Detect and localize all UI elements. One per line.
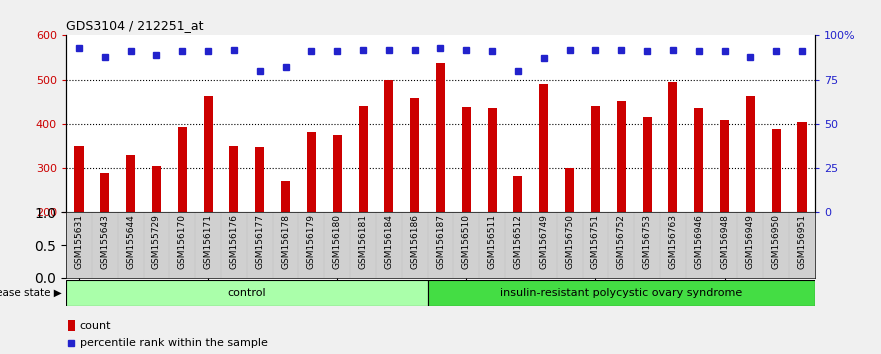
Bar — [307, 132, 316, 212]
Text: percentile rank within the sample: percentile rank within the sample — [79, 338, 268, 348]
Text: GSM156178: GSM156178 — [281, 215, 290, 269]
Bar — [669, 82, 677, 212]
Bar — [229, 146, 239, 212]
Bar — [204, 96, 212, 212]
Text: GSM155644: GSM155644 — [126, 215, 135, 269]
Text: GSM156177: GSM156177 — [255, 215, 264, 269]
Bar — [359, 106, 367, 212]
Text: insulin-resistant polycystic ovary syndrome: insulin-resistant polycystic ovary syndr… — [500, 288, 743, 298]
Bar — [772, 129, 781, 212]
Text: GSM155729: GSM155729 — [152, 215, 161, 269]
Bar — [100, 173, 109, 212]
Bar — [514, 176, 522, 212]
Text: GSM156179: GSM156179 — [307, 215, 316, 269]
Bar — [411, 98, 419, 212]
Text: GSM156949: GSM156949 — [746, 215, 755, 269]
Bar — [565, 168, 574, 212]
Bar — [68, 320, 75, 331]
Text: GSM156186: GSM156186 — [411, 215, 419, 269]
Text: GSM156750: GSM156750 — [565, 215, 574, 269]
Bar — [75, 146, 84, 212]
Text: GSM156763: GSM156763 — [669, 215, 677, 269]
Bar — [746, 96, 755, 212]
Bar — [462, 107, 470, 212]
Text: GSM156512: GSM156512 — [514, 215, 522, 269]
Bar — [642, 117, 652, 212]
Bar — [436, 63, 445, 212]
Text: GSM156176: GSM156176 — [229, 215, 239, 269]
Text: GSM155643: GSM155643 — [100, 215, 109, 269]
Text: GSM155631: GSM155631 — [75, 215, 84, 269]
Text: GSM156184: GSM156184 — [384, 215, 393, 269]
Bar — [333, 135, 342, 212]
Text: GSM156753: GSM156753 — [642, 215, 652, 269]
Bar — [384, 80, 394, 212]
Text: GSM156948: GSM156948 — [720, 215, 729, 269]
Text: GSM156170: GSM156170 — [178, 215, 187, 269]
Text: GSM156187: GSM156187 — [436, 215, 445, 269]
Text: control: control — [227, 288, 266, 298]
Bar — [178, 127, 187, 212]
Bar — [152, 166, 161, 212]
Text: GSM156951: GSM156951 — [797, 215, 806, 269]
Text: GSM156511: GSM156511 — [488, 215, 497, 269]
Bar — [797, 122, 806, 212]
Bar — [694, 108, 703, 212]
Text: GSM156752: GSM156752 — [617, 215, 626, 269]
Bar — [255, 147, 264, 212]
Text: count: count — [79, 321, 111, 331]
Text: disease state ▶: disease state ▶ — [0, 288, 62, 298]
Bar — [66, 280, 427, 306]
Text: GSM156510: GSM156510 — [462, 215, 470, 269]
Text: GSM156181: GSM156181 — [359, 215, 367, 269]
Text: GSM156180: GSM156180 — [333, 215, 342, 269]
Bar — [617, 101, 626, 212]
Text: GSM156950: GSM156950 — [772, 215, 781, 269]
Text: GSM156749: GSM156749 — [539, 215, 548, 269]
Bar — [720, 120, 729, 212]
Text: GSM156946: GSM156946 — [694, 215, 703, 269]
Text: GSM156751: GSM156751 — [591, 215, 600, 269]
Bar — [126, 155, 135, 212]
Text: GSM156171: GSM156171 — [204, 215, 212, 269]
Bar — [427, 280, 815, 306]
Text: GDS3104 / 212251_at: GDS3104 / 212251_at — [66, 19, 204, 33]
Bar — [281, 181, 290, 212]
Bar — [591, 106, 600, 212]
Bar — [539, 84, 548, 212]
Bar — [487, 108, 497, 212]
